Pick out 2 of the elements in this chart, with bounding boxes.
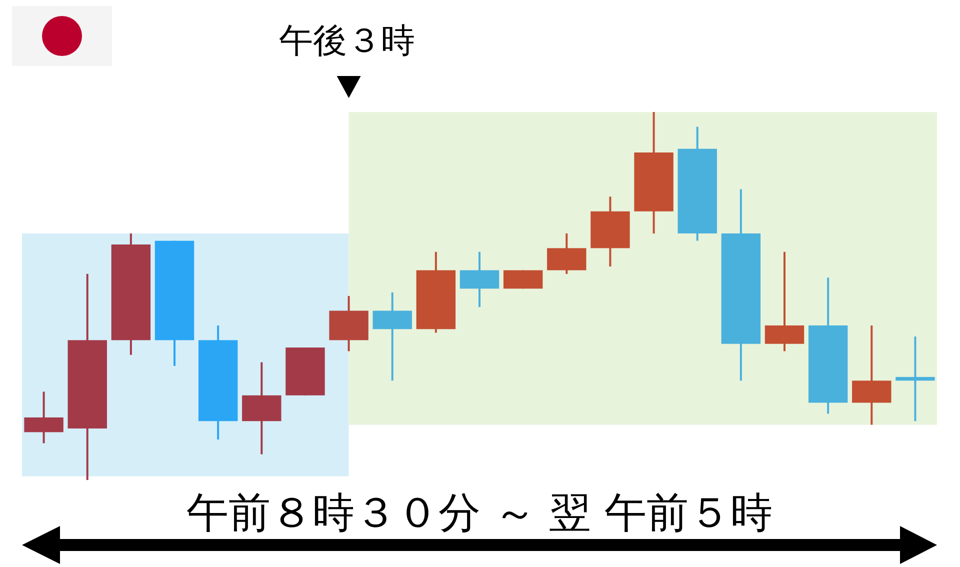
text: 午前８時３０分 ～ 翌 午前５時 [186,488,773,537]
text: 午後３時 [278,21,415,61]
